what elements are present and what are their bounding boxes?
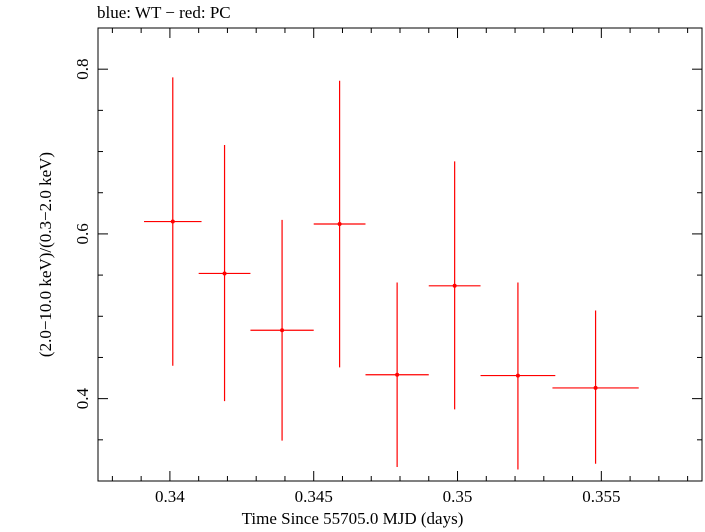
data-marker	[170, 219, 175, 224]
y-tick-label: 0.4	[73, 388, 92, 410]
data-marker	[280, 328, 285, 333]
data-marker	[452, 283, 457, 288]
data-point	[144, 77, 202, 366]
data-marker	[337, 222, 342, 227]
data-marker	[222, 271, 227, 276]
data-point	[365, 282, 429, 467]
data-point	[250, 219, 314, 441]
data-marker	[593, 385, 598, 390]
x-tick-label: 0.355	[582, 487, 620, 506]
data-point	[313, 80, 366, 368]
data-series	[144, 77, 639, 470]
data-point	[552, 310, 639, 464]
data-point	[480, 282, 556, 470]
data-marker	[515, 373, 520, 378]
data-marker	[395, 372, 400, 377]
axis-ticks: 0.34 0.345 0.35 0.355 0.4 0.6 0.8	[73, 27, 702, 506]
y-tick-label: 0.8	[73, 59, 92, 80]
x-tick-label: 0.34	[155, 487, 185, 506]
data-point	[198, 144, 251, 402]
x-tick-label: 0.345	[295, 487, 333, 506]
y-axis-label: (2.0−10.0 keV)/(0.3−2.0 keV)	[36, 152, 55, 357]
x-axis-label: Time Since 55705.0 MJD (days)	[241, 509, 464, 528]
chart-title: blue: WT − red: PC	[97, 3, 231, 22]
x-tick-label: 0.35	[443, 487, 473, 506]
data-point	[428, 161, 481, 410]
y-tick-label: 0.6	[73, 223, 92, 244]
plot-frame	[97, 27, 703, 482]
